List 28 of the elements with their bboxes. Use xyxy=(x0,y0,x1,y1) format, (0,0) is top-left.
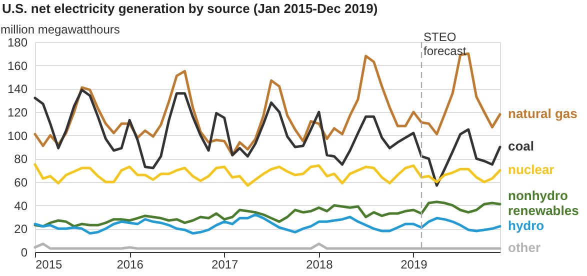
y-tick-label: 180 xyxy=(7,36,28,50)
line-series xyxy=(34,200,502,228)
line-series xyxy=(34,88,502,187)
series-label: nonhydro renewables xyxy=(508,188,579,218)
x-tick-label: 2015 xyxy=(36,258,63,272)
ref-line-label: STEO forecast xyxy=(424,30,467,58)
y-axis-title: million megawatthours xyxy=(0,22,120,36)
y-tick-label: 60 xyxy=(14,176,28,190)
y-tick-label: 20 xyxy=(14,222,28,236)
chart-title: U.S. net electricity generation by source (Jan 2015-Dec 2019) xyxy=(2,1,378,16)
series-label: nuclear xyxy=(508,162,554,177)
x-tick-label: 2016 xyxy=(116,258,144,272)
y-tick-label: 120 xyxy=(7,106,28,120)
y-tick-label: 160 xyxy=(7,58,28,73)
y-tick-label: 40 xyxy=(14,198,28,213)
series-label: natural gas xyxy=(508,106,578,121)
y-tick-label: 0 xyxy=(20,246,28,260)
x-tick-label: 2017 xyxy=(212,258,239,272)
line-series xyxy=(34,163,502,187)
y-tick-label: 80 xyxy=(14,152,28,166)
y-tick-label: 140 xyxy=(7,82,28,96)
line-series xyxy=(34,213,502,235)
series-label: hydro xyxy=(508,218,544,234)
y-tick-label: 100 xyxy=(7,128,28,143)
x-tick-label: 2019 xyxy=(400,258,428,272)
series-label: coal xyxy=(508,138,534,154)
series-label: other xyxy=(508,240,540,255)
x-tick-label: 2018 xyxy=(306,258,334,272)
